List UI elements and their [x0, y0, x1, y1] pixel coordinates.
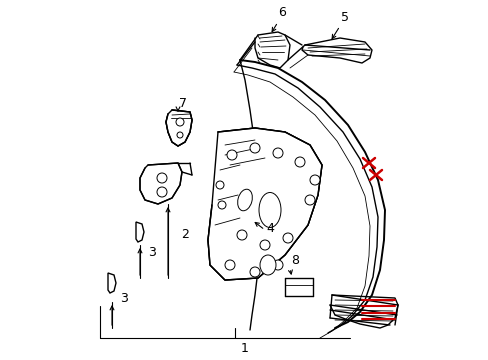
Circle shape	[294, 157, 305, 167]
Ellipse shape	[260, 255, 275, 275]
Circle shape	[157, 173, 167, 183]
Circle shape	[260, 240, 269, 250]
Circle shape	[283, 233, 292, 243]
Circle shape	[176, 118, 183, 126]
Circle shape	[305, 195, 314, 205]
Ellipse shape	[259, 193, 281, 228]
Text: 1: 1	[241, 342, 248, 355]
Text: 5: 5	[340, 10, 348, 23]
Text: 3: 3	[120, 292, 128, 305]
Circle shape	[309, 175, 319, 185]
Circle shape	[224, 260, 235, 270]
Text: 3: 3	[148, 247, 156, 260]
Circle shape	[237, 230, 246, 240]
Polygon shape	[136, 222, 143, 242]
Polygon shape	[140, 163, 182, 204]
Circle shape	[249, 267, 260, 277]
Text: 8: 8	[290, 253, 298, 266]
Circle shape	[249, 143, 260, 153]
Polygon shape	[165, 110, 192, 146]
Circle shape	[177, 132, 183, 138]
Circle shape	[272, 260, 283, 270]
Polygon shape	[108, 273, 116, 293]
Circle shape	[157, 187, 167, 197]
Circle shape	[226, 150, 237, 160]
Text: 7: 7	[179, 96, 186, 109]
Ellipse shape	[237, 189, 252, 211]
Circle shape	[218, 201, 225, 209]
Circle shape	[216, 181, 224, 189]
Circle shape	[272, 148, 283, 158]
Text: 2: 2	[181, 229, 188, 242]
Text: 6: 6	[278, 5, 285, 18]
Text: 4: 4	[265, 221, 273, 234]
Polygon shape	[207, 128, 321, 280]
